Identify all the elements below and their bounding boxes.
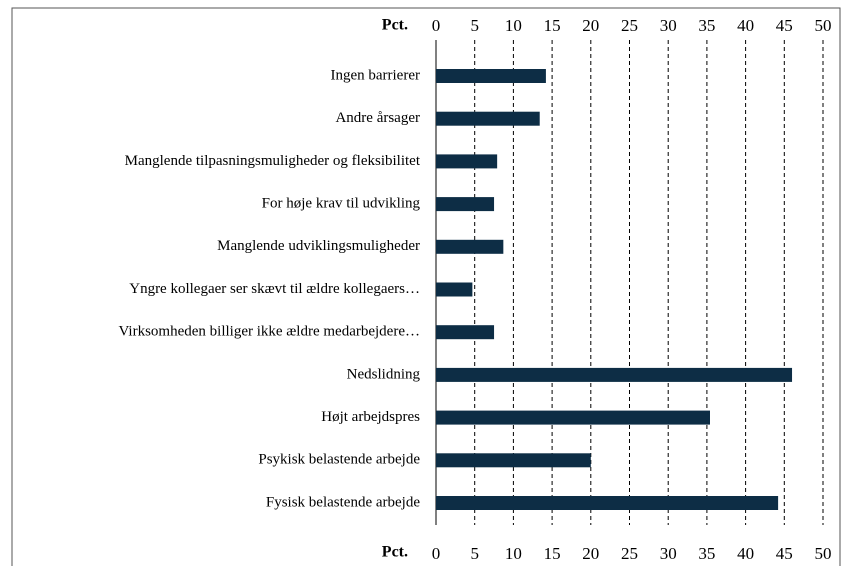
x-tick-label-bottom: 0 <box>432 544 441 563</box>
x-tick-label-top: 45 <box>776 16 793 35</box>
x-tick-label-top: 0 <box>432 16 441 35</box>
x-tick-label-bottom: 35 <box>698 544 715 563</box>
bar <box>436 69 546 83</box>
x-tick-label-top: 5 <box>470 16 479 35</box>
x-tick-label-bottom: 40 <box>737 544 754 563</box>
bar <box>436 111 540 126</box>
bar <box>436 410 710 425</box>
bar <box>436 496 779 510</box>
y-tick-label: Ingen barrierer <box>330 67 420 83</box>
y-tick-label: Fysisk belastende arbejde <box>266 494 420 510</box>
x-tick-label-bottom: 15 <box>544 544 561 563</box>
y-tick-label: Manglende tilpasningsmuligheder og fleks… <box>125 153 421 169</box>
y-tick-label: Højt arbejdspres <box>321 409 420 425</box>
x-tick-label-top: 30 <box>660 16 677 35</box>
y-tick-label: Psykisk belastende arbejde <box>258 452 420 468</box>
frame <box>11 7 841 566</box>
x-tick-label-bottom: 25 <box>621 544 638 563</box>
y-tick-label: Manglende udviklingsmuligheder <box>217 238 420 254</box>
x-tick-label-bottom: 5 <box>470 544 479 563</box>
x-tick-label-bottom: 50 <box>815 544 832 563</box>
x-tick-label-top: 20 <box>582 16 599 35</box>
x-tick-label-top: 10 <box>505 16 522 35</box>
y-tick-label: Virksomheden billiger ikke ældre medarbe… <box>118 324 420 340</box>
bar <box>436 282 473 297</box>
x-tick-label-bottom: 30 <box>660 544 677 563</box>
x-tick-label-bottom: 20 <box>582 544 599 563</box>
y-tick-label: Andre årsager <box>335 110 420 126</box>
bar <box>436 239 504 254</box>
y-tick-label: For høje krav til udvikling <box>262 196 421 212</box>
x-tick-label-top: 25 <box>621 16 638 35</box>
x-tick-label-top: 50 <box>815 16 832 35</box>
x-axis-label-top: Pct. <box>382 17 408 34</box>
bar <box>436 367 793 382</box>
bar <box>436 154 498 169</box>
bar <box>436 325 495 340</box>
x-tick-label-top: 15 <box>544 16 561 35</box>
x-tick-label-bottom: 45 <box>776 544 793 563</box>
bar <box>436 197 495 212</box>
bar <box>436 453 591 468</box>
x-axis-label-bottom: Pct. <box>382 544 408 561</box>
x-tick-label-top: 35 <box>698 16 715 35</box>
x-tick-label-top: 40 <box>737 16 754 35</box>
y-tick-label: Yngre kollegaer ser skævt til ældre koll… <box>129 281 420 297</box>
y-tick-label: Nedslidning <box>347 366 421 382</box>
x-tick-label-bottom: 10 <box>505 544 522 563</box>
